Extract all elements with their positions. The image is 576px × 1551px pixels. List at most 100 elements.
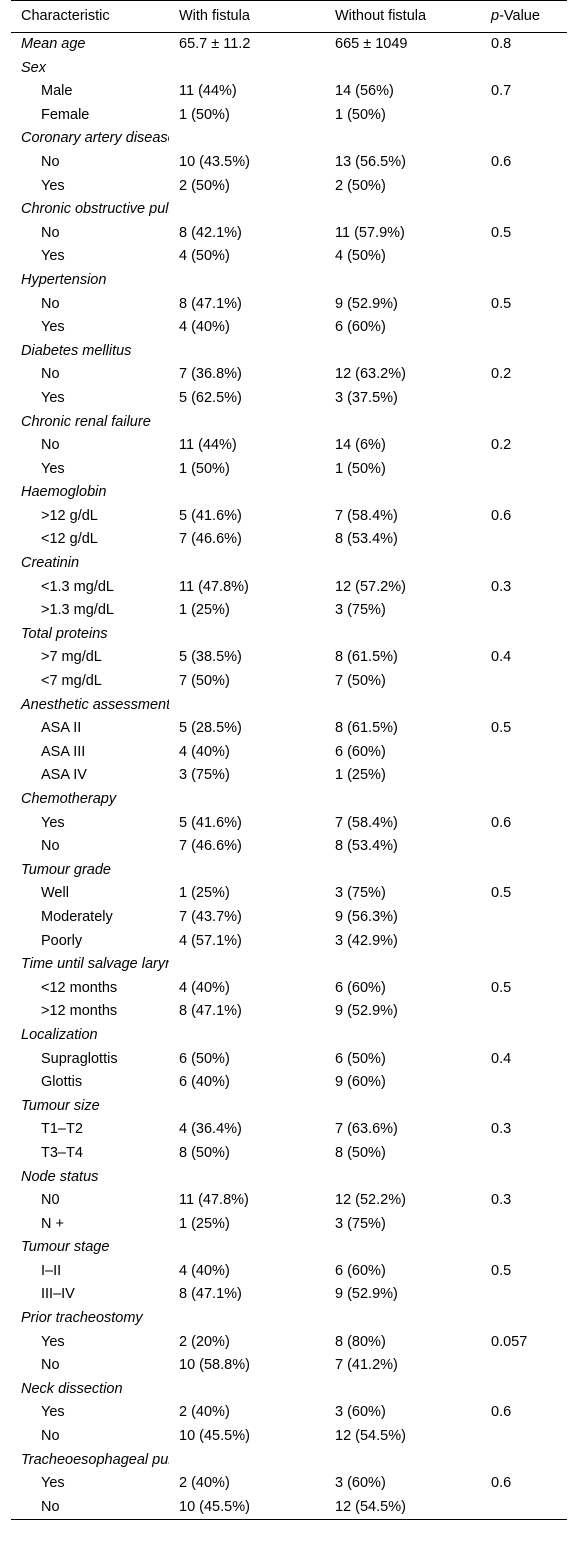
table-row: No 8 (47.1%) 9 (52.9%) 0.5	[11, 293, 567, 317]
cell-p-value: 0.5	[491, 979, 512, 996]
cell-without-fistula: 6 (60%)	[335, 743, 386, 760]
cell-characteristic: No	[41, 437, 60, 454]
cell-p-value: 0.5	[491, 720, 512, 737]
cell-characteristic: Female	[41, 106, 90, 123]
cell-characteristic: Haemoglobin	[21, 484, 107, 501]
cell-characteristic: N +	[41, 1215, 64, 1232]
cell-p-value	[481, 835, 567, 859]
table-group-row: Coronary artery disease	[11, 127, 567, 151]
cell-without-fistula: 14 (56%)	[335, 83, 394, 100]
table-row: <7 mg/dL 7 (50%) 7 (50%)	[11, 670, 567, 694]
header-p-suffix: -Value	[499, 8, 540, 24]
cell-with-fistula: 8 (47.1%)	[179, 1003, 242, 1020]
header-p-value: p-Value	[481, 1, 567, 33]
cell-with-fistula: 5 (28.5%)	[179, 720, 242, 737]
cell-p-value: 0.3	[491, 1192, 512, 1209]
table-row: Supraglottis 6 (50%) 6 (50%) 0.4	[11, 1048, 567, 1072]
cell-p-value	[481, 57, 567, 81]
cell-p-value	[481, 316, 567, 340]
table-group-row: Diabetes mellitus	[11, 340, 567, 364]
cell-characteristic: Chronic renal failure	[21, 413, 151, 430]
table-row: Yes 4 (40%) 6 (60%)	[11, 316, 567, 340]
table-row: <12 g/dL 7 (46.6%) 8 (53.4%)	[11, 528, 567, 552]
cell-characteristic: Poorly	[41, 932, 83, 949]
cell-with-fistula: 4 (50%)	[179, 248, 230, 265]
header-p-letter: p	[491, 8, 500, 24]
cell-without-fistula	[325, 552, 481, 576]
cell-p-value: 0.7	[491, 83, 512, 100]
cell-with-fistula	[169, 269, 325, 293]
cell-with-fistula: 3 (75%)	[179, 767, 230, 784]
table-row: No 10 (58.8%) 7 (41.2%)	[11, 1354, 567, 1378]
cell-p-value: 0.2	[491, 366, 512, 383]
cell-without-fistula: 12 (54.5%)	[335, 1428, 406, 1445]
cell-without-fistula: 14 (6%)	[335, 437, 386, 454]
cell-with-fistula: 7 (46.6%)	[179, 838, 242, 855]
cell-characteristic: Yes	[41, 1475, 65, 1492]
cell-with-fistula	[169, 552, 325, 576]
cell-characteristic: Moderately	[41, 908, 113, 925]
cell-characteristic: ASA IV	[41, 767, 87, 784]
table-row: <12 months 4 (40%) 6 (60%) 0.5	[11, 977, 567, 1001]
cell-characteristic: No	[41, 366, 60, 383]
cell-with-fistula: 7 (46.6%)	[179, 531, 242, 548]
cell-p-value	[481, 175, 567, 199]
cell-with-fistula	[169, 1095, 325, 1119]
cell-without-fistula	[325, 859, 481, 883]
cell-without-fistula: 6 (60%)	[335, 1262, 386, 1279]
table-row: Female 1 (50%) 1 (50%)	[11, 104, 567, 128]
cell-with-fistula: 1 (25%)	[179, 885, 230, 902]
table-group-row: Neck dissection	[11, 1378, 567, 1402]
table-row: No 10 (45.5%) 12 (54.5%)	[11, 1425, 567, 1449]
cell-with-fistula: 5 (41.6%)	[179, 814, 242, 831]
cell-characteristic: >12 months	[41, 1003, 118, 1020]
cell-without-fistula: 11 (57.9%)	[335, 224, 405, 241]
cell-p-value	[481, 198, 567, 222]
cell-p-value	[481, 340, 567, 364]
cell-with-fistula: 1 (25%)	[179, 602, 230, 619]
cell-without-fistula: 9 (52.9%)	[335, 1003, 398, 1020]
cell-characteristic: III–IV	[41, 1286, 75, 1303]
cell-without-fistula: 13 (56.5%)	[335, 153, 406, 170]
cell-p-value: 0.057	[491, 1333, 528, 1350]
cell-characteristic: No	[41, 1357, 60, 1374]
cell-without-fistula: 3 (37.5%)	[335, 389, 398, 406]
cell-without-fistula: 3 (60%)	[335, 1404, 386, 1421]
table-row: T3–T4 8 (50%) 8 (50%)	[11, 1142, 567, 1166]
table-body: Mean age 65.7 ± 11.2 665 ± 1049 0.8 Sex Male 1…	[11, 33, 567, 1520]
cell-characteristic: Node status	[21, 1168, 99, 1185]
cell-without-fistula	[325, 953, 481, 977]
table-row: Moderately 7 (43.7%) 9 (56.3%)	[11, 906, 567, 930]
cell-p-value	[481, 481, 567, 505]
cell-p-value	[481, 127, 567, 151]
cell-p-value	[481, 1496, 567, 1520]
cell-p-value	[481, 1000, 567, 1024]
cell-p-value: 0.6	[491, 153, 512, 170]
cell-with-fistula: 11 (44%)	[179, 83, 237, 100]
cell-characteristic: Yes	[41, 389, 65, 406]
table-group-row: Anesthetic assessment	[11, 694, 567, 718]
cell-with-fistula: 4 (40%)	[179, 979, 230, 996]
cell-without-fistula: 9 (56.3%)	[335, 908, 398, 925]
cell-with-fistula: 65.7 ± 11.2	[179, 36, 251, 52]
cell-without-fistula: 12 (52.2%)	[335, 1192, 406, 1209]
table-row: >1.3 mg/dL 1 (25%) 3 (75%)	[11, 599, 567, 623]
cell-p-value	[481, 1142, 567, 1166]
table-row: Yes 5 (62.5%) 3 (37.5%)	[11, 387, 567, 411]
cell-p-value: 0.2	[491, 437, 512, 454]
cell-characteristic: Time until salvage laryngectomy	[21, 956, 169, 973]
table-group-row: Chronic renal failure	[11, 411, 567, 435]
table-row: Yes 1 (50%) 1 (50%)	[11, 458, 567, 482]
cell-characteristic: Yes	[41, 460, 65, 477]
cell-characteristic: No	[41, 838, 60, 855]
cell-without-fistula	[325, 694, 481, 718]
cell-characteristic: T3–T4	[41, 1144, 83, 1161]
cell-with-fistula	[169, 57, 325, 81]
table-row: No 8 (42.1%) 11 (57.9%) 0.5	[11, 222, 567, 246]
cell-with-fistula	[169, 198, 325, 222]
cell-with-fistula: 1 (25%)	[179, 1215, 230, 1232]
cell-with-fistula: 10 (45.5%)	[179, 1428, 250, 1445]
cell-characteristic: ASA II	[41, 720, 82, 737]
cell-p-value: 0.3	[491, 578, 512, 595]
cell-with-fistula	[169, 481, 325, 505]
